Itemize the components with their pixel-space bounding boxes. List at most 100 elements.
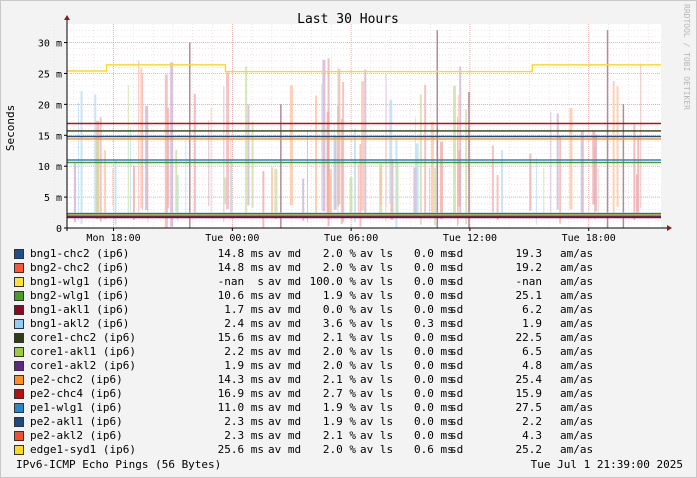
legend-avg-unit: av md	[268, 345, 302, 358]
x-tick-label: Tue 18:00	[562, 233, 616, 244]
legend-avg-unit: av md	[268, 359, 302, 372]
legend-last: 6.2	[522, 303, 542, 316]
legend-loss-unit: av ls	[360, 443, 394, 456]
legend-last: 25.4	[515, 373, 543, 386]
legend-avg: 16.9 ms	[217, 387, 264, 400]
legend-loss-unit: av ls	[360, 289, 394, 302]
legend-last-unit: am/as	[560, 303, 594, 316]
legend-avg-unit: av md	[268, 401, 302, 414]
chart-title: Last 30 Hours	[297, 12, 399, 27]
legend: bng1-chc2 (ip6) 14.8 ms av md 2.0 % av ls 0.0…	[14, 247, 694, 457]
legend-name: edge1-syd1 (ip6)	[30, 443, 136, 456]
legend-avg: 2.4 ms	[224, 317, 264, 330]
legend-name: pe2-chc4 (ip6)	[30, 387, 123, 400]
y-axis-label: Seconds	[4, 105, 17, 151]
legend-swatch	[14, 305, 24, 315]
legend-sd-unit: sd	[450, 429, 464, 442]
legend-sd-unit: sd	[450, 401, 464, 414]
legend-loss-unit: av ls	[360, 303, 394, 316]
legend-last-unit: am/as	[560, 415, 594, 428]
legend-last: 6.5	[522, 345, 542, 358]
legend-avg-unit: av md	[268, 373, 302, 386]
legend-avg-unit: av md	[268, 247, 302, 260]
legend-loss: 2.1 %	[322, 331, 356, 344]
legend-loss-unit: av ls	[360, 345, 394, 358]
legend-sd-unit: sd	[450, 331, 464, 344]
legend-last-unit: am/as	[560, 261, 594, 274]
legend-sd: 0.3 ms	[414, 317, 454, 330]
legend-sd: 0.6 ms	[414, 443, 454, 456]
legend-name: pe2-akl2 (ip6)	[30, 429, 123, 442]
legend-loss: 2.0 %	[322, 359, 356, 372]
legend-row: pe1-wlg1 (ip6) 11.0 ms av md 1.9 % av ls 0.0 …	[14, 401, 694, 415]
legend-sd: 0.0 ms	[414, 401, 454, 414]
legend-row: bng1-chc2 (ip6) 14.8 ms av md 2.0 % av ls 0.0…	[14, 247, 694, 261]
legend-name: pe2-chc2 (ip6)	[30, 373, 123, 386]
legend-swatch	[14, 277, 24, 287]
legend-row: edge1-syd1 (ip6) 25.6 ms av md 2.0 % av ls 0.…	[14, 443, 694, 457]
legend-sd-unit: sd	[450, 317, 464, 330]
legend-avg-unit: av md	[268, 429, 302, 442]
legend-sd-unit: sd	[450, 261, 464, 274]
legend-avg-unit: av md	[268, 387, 302, 400]
legend-last-unit: am/as	[560, 401, 594, 414]
legend-last: 15.9	[515, 387, 543, 400]
y-tick-label: 25 m	[38, 69, 62, 80]
legend-sd-unit: sd	[450, 359, 464, 372]
loss-spikes	[66, 30, 642, 228]
legend-row: core1-akl1 (ip6) 2.2 ms av md 2.0 % av ls 0.0…	[14, 345, 694, 359]
legend-name: core1-akl2 (ip6)	[30, 359, 136, 372]
legend-row: core1-akl2 (ip6) 1.9 ms av md 2.0 % av ls 0.0…	[14, 359, 694, 373]
y-tick-label: 20 m	[38, 100, 62, 111]
legend-sd-unit: sd	[450, 345, 464, 358]
legend-last: 27.5	[515, 401, 543, 414]
legend-loss: 2.0 %	[322, 345, 356, 358]
y-tick-label: 0	[56, 224, 62, 235]
legend-swatch	[14, 431, 24, 441]
legend-loss: 3.6 %	[322, 317, 356, 330]
legend-avg: 1.7 ms	[224, 303, 264, 316]
legend-row: bng1-akl1 (ip6) 1.7 ms av md 0.0 % av ls 0.0 …	[14, 303, 694, 317]
legend-last-unit: am/as	[560, 247, 594, 260]
legend-avg: 2.3 ms	[224, 415, 264, 428]
x-tick-label: Tue 00:00	[205, 233, 259, 244]
legend-last-unit: am/as	[560, 275, 594, 288]
legend-swatch	[14, 361, 24, 371]
legend-loss-unit: av ls	[360, 331, 394, 344]
legend-avg: 14.3 ms	[217, 373, 264, 386]
legend-name: bng1-chc2 (ip6)	[30, 247, 130, 260]
legend-loss: 0.0 %	[322, 303, 356, 316]
legend-avg: 2.3 ms	[224, 429, 264, 442]
legend-loss: 2.0 %	[322, 247, 356, 260]
legend-last: 4.3	[522, 429, 542, 442]
legend-row: pe2-akl2 (ip6) 2.3 ms av md 2.1 % av ls 0.0 m…	[14, 429, 694, 443]
legend-name: core1-akl1 (ip6)	[30, 345, 136, 358]
legend-last-unit: am/as	[560, 387, 594, 400]
legend-sd: 0.0 ms	[414, 261, 454, 274]
legend-row: pe2-akl1 (ip6) 2.3 ms av md 1.9 % av ls 0.0 m…	[14, 415, 694, 429]
legend-name: bng1-akl1 (ip6)	[30, 303, 130, 316]
series-line	[67, 64, 661, 73]
legend-swatch	[14, 375, 24, 385]
legend-sd: 0.0 ms	[414, 429, 454, 442]
legend-row: core1-chc2 (ip6) 15.6 ms av md 2.1 % av ls 0.…	[14, 331, 694, 345]
legend-last: 4.8	[522, 359, 542, 372]
y-tick-label: 10 m	[38, 162, 62, 173]
legend-sd: 0.0 ms	[414, 415, 454, 428]
series-lines	[67, 64, 661, 219]
legend-name: bng2-chc2 (ip6)	[30, 261, 130, 274]
axes	[64, 15, 672, 231]
watermark: RRDTOOL / TOBI OETIKER	[682, 4, 691, 110]
legend-avg-unit: av md	[268, 303, 302, 316]
y-tick-label: 5 m	[44, 193, 62, 204]
legend-loss-unit: av ls	[360, 247, 394, 260]
x-tick-label: Tue 06:00	[324, 233, 378, 244]
legend-last-unit: am/as	[560, 429, 594, 442]
legend-loss-unit: av ls	[360, 401, 394, 414]
x-tick-label: Tue 12:00	[443, 233, 497, 244]
legend-loss-unit: av ls	[360, 373, 394, 386]
legend-avg: 1.9 ms	[224, 359, 264, 372]
x-tick-label: Mon 18:00	[86, 233, 140, 244]
legend-sd: 0.0 ms	[414, 247, 454, 260]
